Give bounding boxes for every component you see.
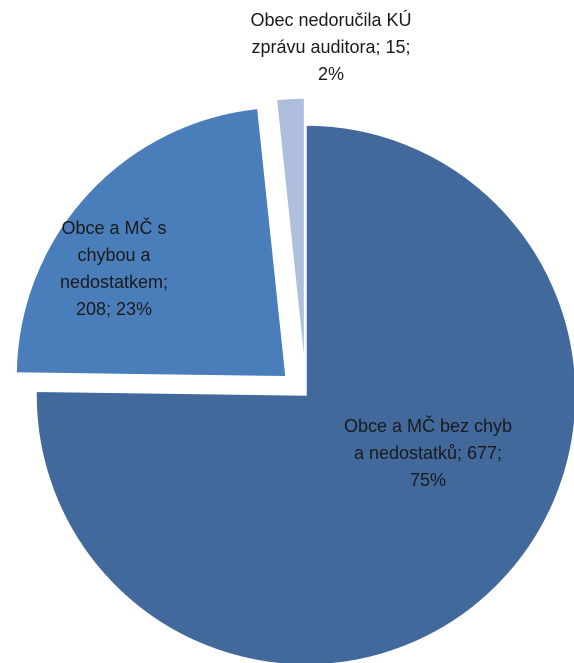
slice-label-line: 2% bbox=[318, 64, 344, 84]
slice-label-line: nedostatkem; bbox=[60, 272, 168, 292]
slice-label-line: 208; 23% bbox=[76, 299, 152, 319]
pie-slices bbox=[15, 97, 574, 663]
slice-label-1: Obce a MČ bez chyb a nedostatků; 677; 75% bbox=[344, 415, 512, 490]
pie-slice-2 bbox=[15, 107, 287, 378]
slice-label-line: Obec nedoručila KÚ bbox=[250, 9, 411, 30]
slice-label-line: 75% bbox=[410, 470, 446, 490]
slice-label-line: Obce a MČ bez chyb bbox=[344, 415, 512, 436]
pie-slice-3 bbox=[275, 97, 306, 369]
slice-label-line: zprávu auditora; 15; bbox=[251, 37, 410, 57]
slice-label-2: Obce a MČ s chybou a nedostatkem; 208; 23% bbox=[60, 217, 168, 319]
pie-slice-1 bbox=[35, 124, 574, 663]
pie-labels: Obce a MČ bez chyb a nedostatků; 677; 75%O… bbox=[60, 9, 512, 490]
slice-label-line: Obce a MČ s bbox=[61, 217, 166, 238]
slice-label-3: Obec nedoručila KÚ zprávu auditora; 15; 2% bbox=[250, 9, 411, 84]
slice-label-line: chybou a bbox=[77, 245, 151, 265]
slice-label-line: a nedostatků; 677; bbox=[354, 443, 502, 463]
